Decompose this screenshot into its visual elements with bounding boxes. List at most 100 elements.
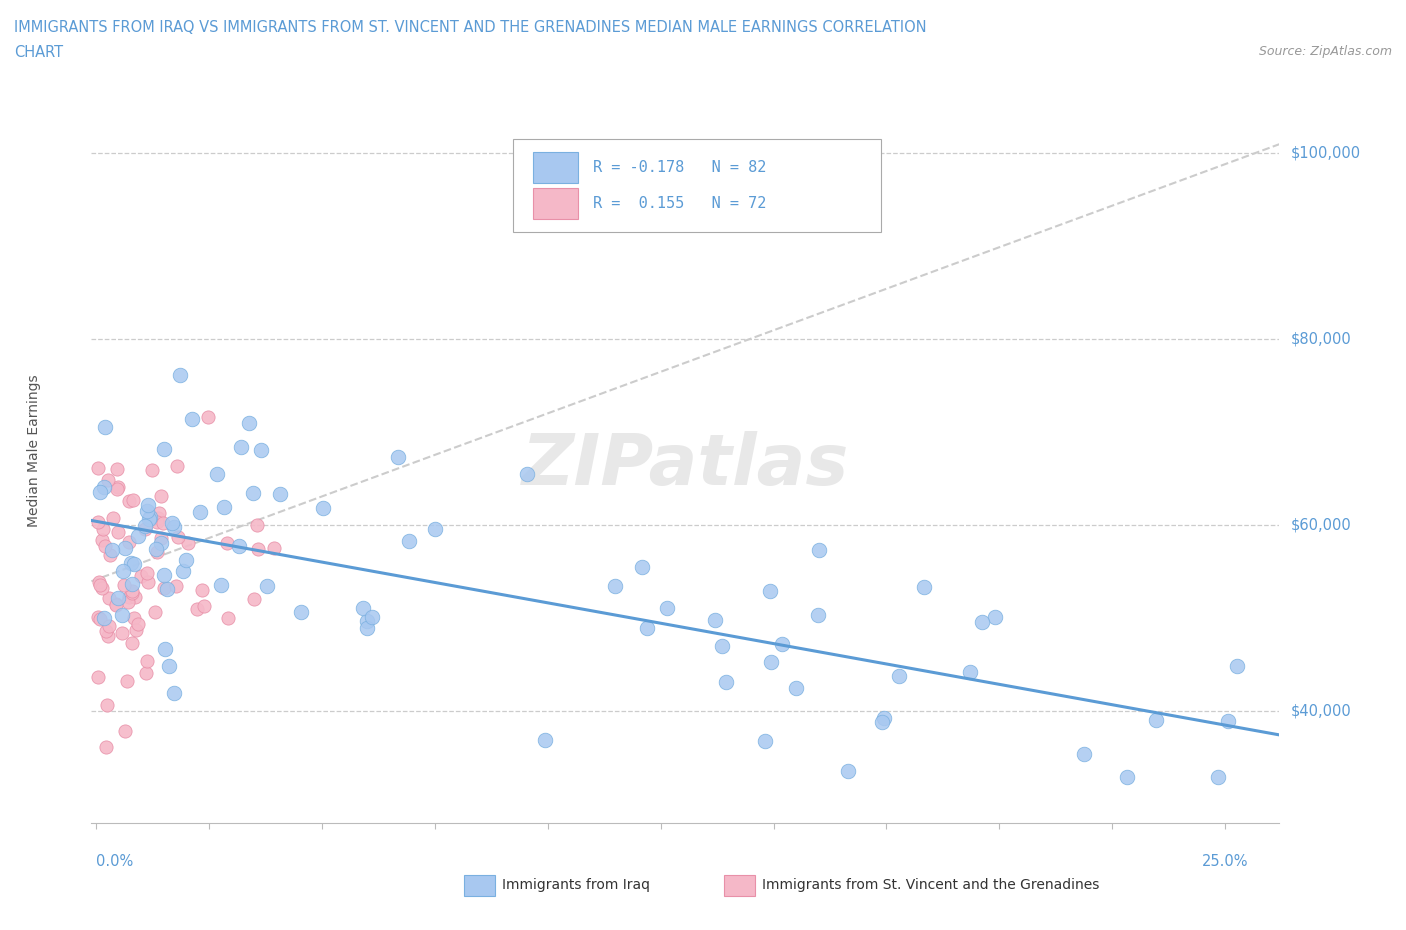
FancyBboxPatch shape xyxy=(513,139,882,232)
Point xyxy=(197,410,219,425)
Point xyxy=(127,617,149,631)
Point xyxy=(711,638,734,653)
Point xyxy=(166,530,188,545)
Point xyxy=(246,517,269,532)
Point xyxy=(238,416,260,431)
Point xyxy=(214,499,236,514)
Point xyxy=(124,590,146,604)
Point xyxy=(177,535,200,550)
Text: $40,000: $40,000 xyxy=(1291,704,1351,719)
Point xyxy=(160,515,183,530)
Point xyxy=(150,536,173,551)
Point xyxy=(134,522,156,537)
Point xyxy=(138,512,160,526)
Point xyxy=(174,552,197,567)
Point xyxy=(1206,769,1229,784)
Point xyxy=(657,600,679,615)
Point xyxy=(117,594,139,609)
Point xyxy=(1144,712,1167,727)
Point xyxy=(101,543,124,558)
Point xyxy=(135,666,157,681)
Point xyxy=(1218,713,1240,728)
Text: CHART: CHART xyxy=(14,45,63,60)
Point xyxy=(959,664,981,679)
Point xyxy=(872,714,894,729)
Text: R = -0.178   N = 82: R = -0.178 N = 82 xyxy=(593,160,766,175)
Point xyxy=(228,538,250,553)
Point xyxy=(205,467,228,482)
Text: $100,000: $100,000 xyxy=(1291,146,1361,161)
Point xyxy=(97,472,120,487)
Point xyxy=(111,564,134,578)
Point xyxy=(166,458,188,473)
Point xyxy=(873,711,896,726)
Point xyxy=(912,580,935,595)
Point xyxy=(103,511,125,525)
Point xyxy=(186,601,208,616)
Point xyxy=(93,610,115,625)
Point xyxy=(1115,769,1137,784)
Point xyxy=(533,732,555,747)
Point xyxy=(157,659,180,674)
Point xyxy=(190,582,212,597)
Point xyxy=(983,610,1005,625)
Point xyxy=(163,686,186,701)
Point xyxy=(90,532,112,547)
Point xyxy=(243,591,266,606)
Point xyxy=(89,574,111,589)
Point xyxy=(141,462,163,477)
Point xyxy=(90,580,112,595)
Point xyxy=(117,673,139,688)
Point xyxy=(122,611,145,626)
Text: Median Male Earnings: Median Male Earnings xyxy=(27,375,41,527)
Point xyxy=(290,604,312,619)
Text: 0.0%: 0.0% xyxy=(96,854,134,869)
Point xyxy=(356,614,378,629)
Point xyxy=(146,544,169,559)
Point xyxy=(89,485,111,499)
Point xyxy=(129,569,152,584)
Point xyxy=(114,724,136,738)
Text: $60,000: $60,000 xyxy=(1291,518,1351,533)
Point xyxy=(169,367,191,382)
Point xyxy=(87,609,110,624)
Point xyxy=(87,460,110,475)
Point xyxy=(808,542,831,557)
Point xyxy=(104,596,127,611)
Point xyxy=(516,467,538,482)
Point xyxy=(89,578,111,592)
Point xyxy=(156,582,179,597)
Point xyxy=(105,461,128,476)
Point xyxy=(152,580,174,595)
Point xyxy=(152,516,174,531)
Point xyxy=(94,419,117,434)
Point xyxy=(114,541,136,556)
Point xyxy=(107,525,129,540)
Point xyxy=(89,611,111,626)
Point xyxy=(98,548,121,563)
Point xyxy=(135,565,157,580)
Point xyxy=(704,613,727,628)
Point xyxy=(107,591,129,605)
Point xyxy=(150,488,173,503)
Point xyxy=(153,567,176,582)
Point xyxy=(87,514,110,529)
Point xyxy=(143,604,166,619)
Point xyxy=(807,608,830,623)
Point xyxy=(754,734,776,749)
Point xyxy=(387,450,409,465)
Point xyxy=(105,482,128,497)
Point xyxy=(121,583,143,598)
Point xyxy=(136,575,159,590)
Point xyxy=(217,611,239,626)
Point xyxy=(124,556,146,571)
Point xyxy=(1073,747,1095,762)
Point xyxy=(1226,658,1249,673)
Point xyxy=(87,670,110,684)
Point xyxy=(139,510,162,525)
Point xyxy=(94,539,117,554)
Point xyxy=(153,442,176,457)
Point xyxy=(759,655,782,670)
Point xyxy=(188,505,211,520)
Point xyxy=(136,504,159,519)
